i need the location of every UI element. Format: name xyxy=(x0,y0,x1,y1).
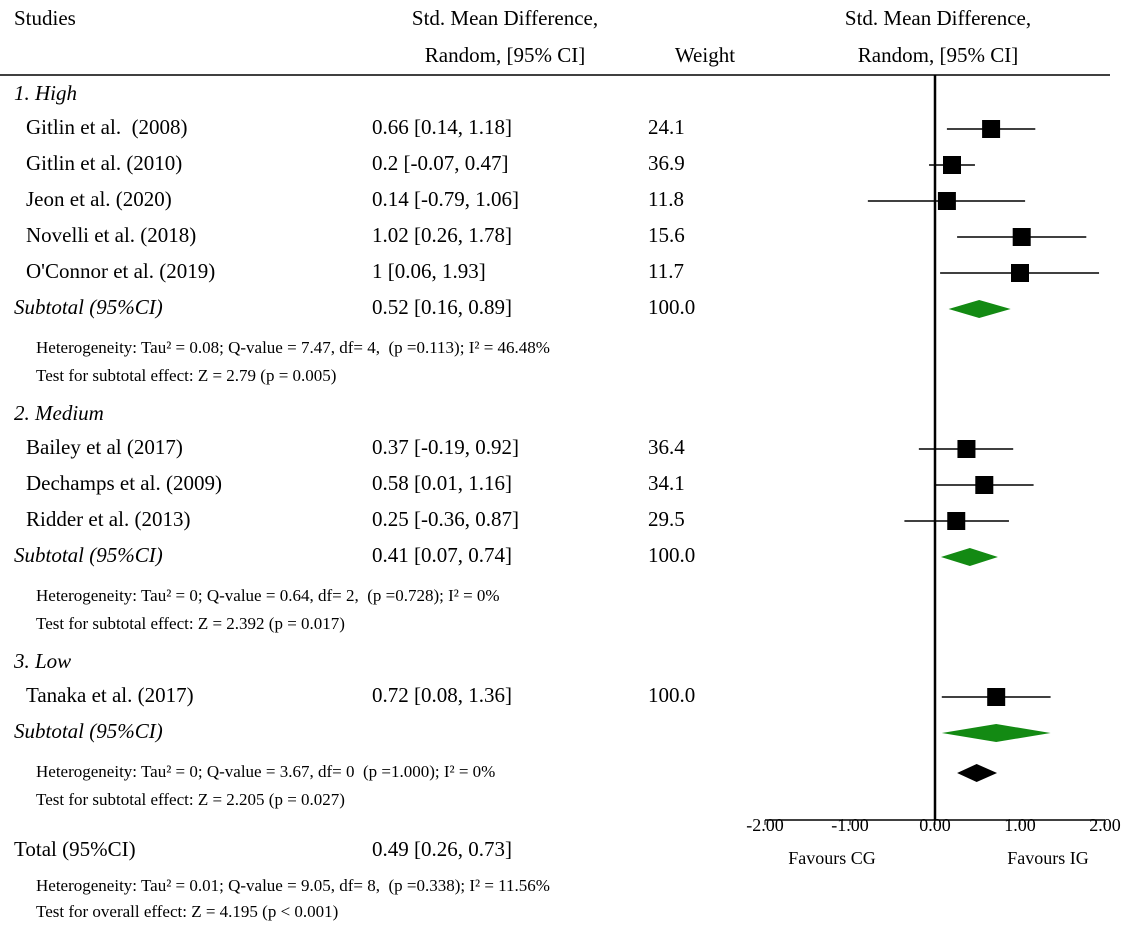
study-name: Ridder et al. (2013) xyxy=(26,507,190,531)
study-name: Jeon et al. (2020) xyxy=(26,187,172,211)
weight-label: 36.9 xyxy=(648,151,685,175)
heterogeneity: Heterogeneity: Tau² = 0; Q-value = 0.64,… xyxy=(36,586,500,605)
test-effect: Test for subtotal effect: Z = 2.79 (p = … xyxy=(36,366,336,385)
group-name: 3. Low xyxy=(13,649,71,673)
effect-square xyxy=(937,192,956,210)
heterogeneity: Heterogeneity: Tau² = 0; Q-value = 3.67,… xyxy=(36,762,495,781)
test-effect: Test for subtotal effect: Z = 2.205 (p =… xyxy=(36,790,345,809)
header: Random, [95% CI] xyxy=(858,43,1018,67)
weight-label: 34.1 xyxy=(648,471,685,495)
header: Std. Mean Difference, xyxy=(845,6,1031,30)
weight-label: 24.1 xyxy=(648,115,685,139)
study-name: Gitlin et al. (2010) xyxy=(26,151,182,175)
subtotal-name: Subtotal (95%CI) xyxy=(14,295,163,319)
diamond xyxy=(941,724,1051,742)
diamond xyxy=(940,548,998,566)
effect-label: 0.72 [0.08, 1.36] xyxy=(372,683,512,707)
effect-square xyxy=(982,120,1001,138)
x-tick-label: 1.00 xyxy=(1004,815,1036,835)
effect-square xyxy=(975,476,994,494)
effect-label: 0.14 [-0.79, 1.06] xyxy=(372,187,519,211)
study-name: O'Connor et al. (2019) xyxy=(26,259,215,283)
effect-label: 0.37 [-0.19, 0.92] xyxy=(372,435,519,459)
header: Studies xyxy=(14,6,76,30)
effect-square xyxy=(987,688,1006,706)
weight-label: 15.6 xyxy=(648,223,685,247)
subtotal-name: Subtotal (95%CI) xyxy=(14,719,163,743)
effect-square xyxy=(943,156,961,174)
header: Weight xyxy=(675,43,735,67)
effect-label: 0.58 [0.01, 1.16] xyxy=(372,471,512,495)
effect-square xyxy=(1011,264,1029,282)
weight-label: 11.7 xyxy=(648,259,684,283)
weight-label: 100.0 xyxy=(648,543,695,567)
effect-label: 0.52 [0.16, 0.89] xyxy=(372,295,512,319)
weight-label: 36.4 xyxy=(648,435,685,459)
test-effect: Test for subtotal effect: Z = 2.392 (p =… xyxy=(36,614,345,633)
effect-label: 1.02 [0.26, 1.78] xyxy=(372,223,512,247)
effect-square xyxy=(1012,228,1031,246)
diamond xyxy=(948,300,1011,318)
effect-label: 0.49 [0.26, 0.73] xyxy=(372,837,512,861)
weight-label: 29.5 xyxy=(648,507,685,531)
effect-square xyxy=(957,440,976,458)
heterogeneity: Heterogeneity: Tau² = 0.01; Q-value = 9.… xyxy=(36,876,550,895)
study-name: Novelli et al. (2018) xyxy=(26,223,196,247)
diamond xyxy=(957,764,998,782)
x-tick-label: 2.00 xyxy=(1089,815,1121,835)
effect-square xyxy=(947,512,966,530)
header: Std. Mean Difference, xyxy=(412,6,598,30)
group-name: 1. High xyxy=(14,81,77,105)
study-name: Tanaka et al. (2017) xyxy=(26,683,194,707)
weight-label: 100.0 xyxy=(648,295,695,319)
x-tick-label: -2.00 xyxy=(746,815,784,835)
effect-label: 1 [0.06, 1.93] xyxy=(372,259,486,283)
weight-label: 11.8 xyxy=(648,187,684,211)
x-tick-label: 0.00 xyxy=(919,815,951,835)
effect-label: 0.25 [-0.36, 0.87] xyxy=(372,507,519,531)
test-effect: Test for overall effect: Z = 4.195 (p < … xyxy=(36,902,338,921)
effect-label: 0.66 [0.14, 1.18] xyxy=(372,115,512,139)
x-label: Favours IG xyxy=(1007,848,1089,868)
effect-label: 0.41 [0.07, 0.74] xyxy=(372,543,512,567)
heterogeneity: Heterogeneity: Tau² = 0.08; Q-value = 7.… xyxy=(36,338,550,357)
weight-label: 100.0 xyxy=(648,683,695,707)
total-name: Total (95%CI) xyxy=(14,837,136,861)
group-name: 2. Medium xyxy=(14,401,104,425)
header: Random, [95% CI] xyxy=(425,43,585,67)
x-label: Favours CG xyxy=(788,848,876,868)
study-name: Gitlin et al. (2008) xyxy=(26,115,188,139)
study-name: Dechamps et al. (2009) xyxy=(26,471,222,495)
subtotal-name: Subtotal (95%CI) xyxy=(14,543,163,567)
study-name: Bailey et al (2017) xyxy=(26,435,183,459)
x-tick-label: -1.00 xyxy=(831,815,869,835)
effect-label: 0.2 [-0.07, 0.47] xyxy=(372,151,508,175)
